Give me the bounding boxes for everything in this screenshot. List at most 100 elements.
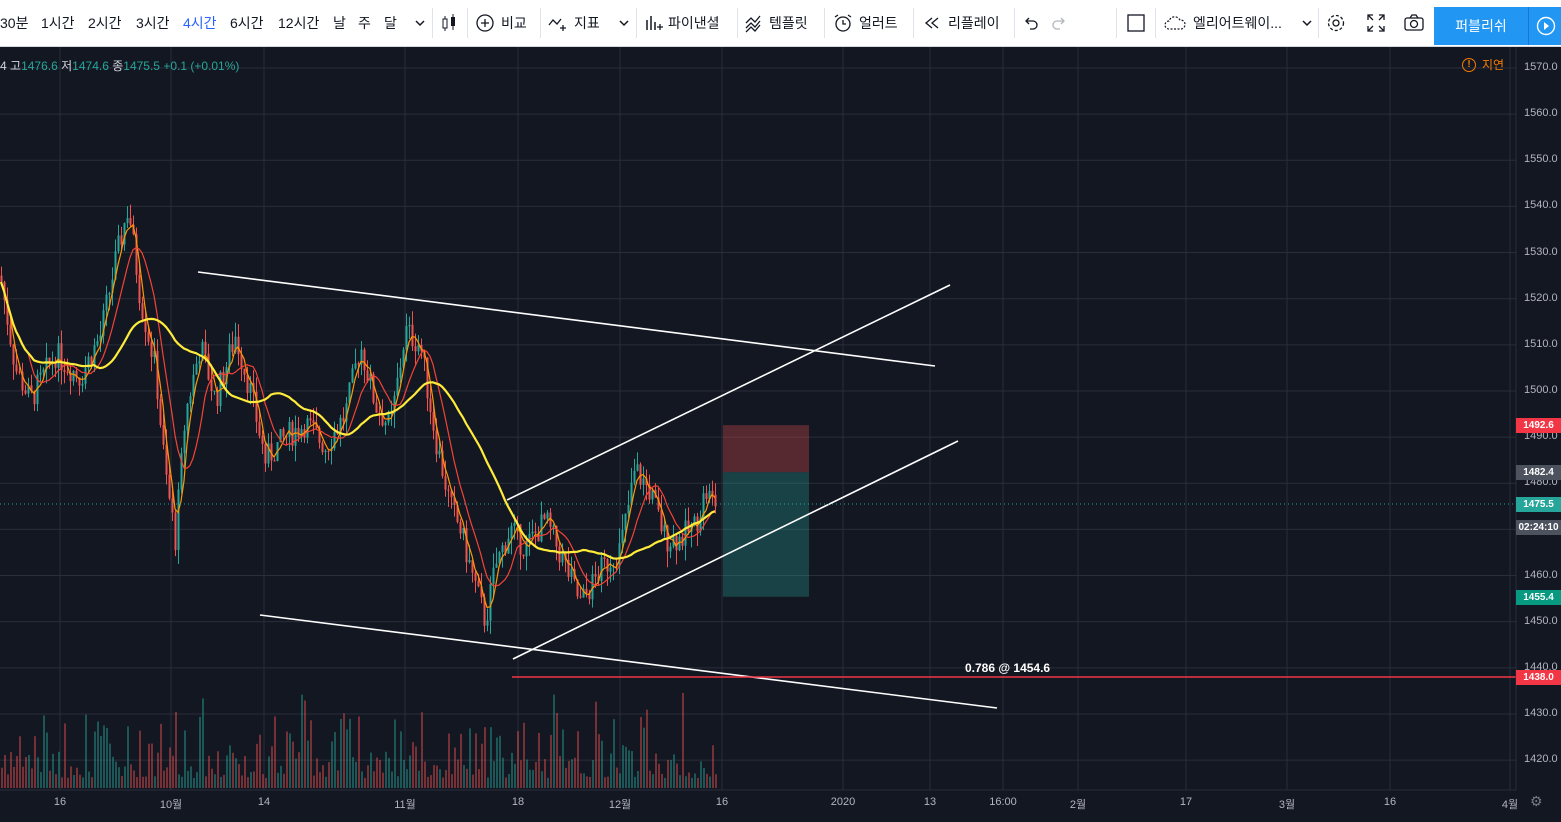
price-axis-label: 1475.5 bbox=[1516, 497, 1561, 513]
volume-bar bbox=[697, 777, 699, 788]
interval-week[interactable]: 주 bbox=[358, 0, 371, 46]
candle-body bbox=[474, 572, 477, 581]
financials-button[interactable]: 파이낸셜 bbox=[644, 0, 720, 46]
volume-bar bbox=[226, 755, 228, 788]
volume-bar bbox=[583, 773, 585, 788]
volume-bar bbox=[52, 753, 54, 788]
interval-dropdown[interactable] bbox=[410, 0, 430, 46]
volume-bar bbox=[319, 772, 321, 788]
volume-bar bbox=[457, 759, 459, 788]
candle-body bbox=[519, 524, 522, 555]
rewind-icon bbox=[922, 13, 942, 33]
candle-body bbox=[624, 513, 627, 530]
select-all-button[interactable] bbox=[1126, 0, 1146, 46]
time-tick: 16 bbox=[53, 796, 67, 808]
volume-bar bbox=[499, 735, 501, 788]
publish-button[interactable]: 퍼블리쉬 bbox=[1434, 7, 1528, 45]
volume-bar bbox=[157, 752, 159, 788]
volume-bar bbox=[262, 774, 264, 788]
candle-body bbox=[513, 523, 516, 526]
axis-settings-gear-icon[interactable]: ⚙ bbox=[1530, 793, 1543, 809]
candle-body bbox=[639, 464, 642, 485]
chevron-down-icon bbox=[614, 13, 634, 33]
volume-bar bbox=[235, 758, 237, 788]
interval-3h[interactable]: 3시간 bbox=[136, 0, 170, 46]
interval-month[interactable]: 달 bbox=[384, 0, 397, 46]
interval-6h[interactable]: 6시간 bbox=[230, 0, 264, 46]
volume-bar bbox=[118, 767, 120, 788]
interval-4h[interactable]: 4시간 bbox=[183, 0, 217, 46]
fullscreen-button[interactable] bbox=[1366, 0, 1386, 46]
volume-bar bbox=[76, 767, 78, 788]
publish-play-button[interactable] bbox=[1528, 7, 1561, 45]
volume-bar bbox=[286, 731, 288, 788]
price-chart[interactable] bbox=[0, 47, 1561, 822]
volume-bar bbox=[631, 751, 633, 788]
candle-body bbox=[453, 497, 456, 505]
candle-body bbox=[465, 528, 468, 563]
legend-close-label: 종 bbox=[112, 59, 124, 73]
interval-1h[interactable]: 1시간 bbox=[41, 0, 75, 46]
volume-bar bbox=[685, 776, 687, 788]
candle-body bbox=[288, 421, 291, 437]
volume-bar bbox=[412, 742, 414, 788]
volume-bar bbox=[469, 728, 471, 788]
interval-30m[interactable]: 30분 bbox=[0, 0, 28, 46]
volume-bar bbox=[370, 752, 372, 788]
snapshot-button[interactable] bbox=[1404, 0, 1424, 46]
volume-bar bbox=[421, 712, 423, 788]
candle-body bbox=[462, 528, 465, 534]
delay-indicator[interactable]: ! 지연 bbox=[1462, 56, 1504, 73]
settings-button[interactable] bbox=[1326, 0, 1346, 46]
volume-bar bbox=[322, 765, 324, 788]
replay-button[interactable]: 리플레이 bbox=[922, 0, 1000, 46]
volume-bar bbox=[490, 727, 492, 788]
volume-bar bbox=[250, 771, 252, 788]
chart-type-button[interactable] bbox=[439, 0, 459, 46]
candle-body bbox=[636, 464, 639, 471]
volume-bar bbox=[703, 767, 705, 788]
candle-body bbox=[546, 512, 549, 519]
alert-button[interactable]: 얼러트 bbox=[833, 0, 898, 46]
redo-button[interactable] bbox=[1049, 0, 1069, 46]
candle-body bbox=[123, 223, 126, 245]
replay-label: 리플레이 bbox=[948, 15, 1000, 31]
volume-bar bbox=[508, 774, 510, 788]
ma-slow-line bbox=[0, 281, 716, 560]
compare-button[interactable]: 비교 bbox=[475, 0, 527, 46]
layout-selector[interactable]: 엘리어트웨이... bbox=[1163, 0, 1282, 46]
candle-body bbox=[141, 303, 144, 319]
volume-bar bbox=[130, 764, 132, 788]
candle-body bbox=[498, 552, 501, 564]
volume-bar bbox=[283, 773, 285, 788]
price-tick: 1460.0 bbox=[1524, 568, 1558, 581]
interval-day[interactable]: 날 bbox=[333, 0, 346, 46]
interval-2h[interactable]: 2시간 bbox=[88, 0, 122, 46]
candle-body bbox=[558, 546, 561, 563]
candle-body bbox=[153, 350, 156, 357]
price-tick: 1520.0 bbox=[1524, 291, 1558, 304]
interval-12h[interactable]: 12시간 bbox=[278, 0, 319, 46]
indicators-button[interactable]: 지표 bbox=[548, 0, 600, 46]
undo-button[interactable] bbox=[1021, 0, 1041, 46]
templates-icon bbox=[745, 13, 765, 33]
volume-bar bbox=[529, 769, 531, 788]
candle-body bbox=[525, 541, 528, 557]
candle-body bbox=[102, 310, 105, 336]
templates-button[interactable]: 템플릿 bbox=[745, 0, 808, 46]
price-axis-label: 1482.4 bbox=[1516, 465, 1561, 481]
layout-dropdown[interactable] bbox=[1297, 0, 1317, 46]
volume-bar bbox=[205, 776, 207, 788]
volume-bar bbox=[712, 745, 714, 788]
indicators-dropdown[interactable] bbox=[614, 0, 634, 46]
chevron-down-icon bbox=[410, 13, 430, 33]
candle-body bbox=[642, 478, 645, 485]
volume-bar bbox=[547, 777, 549, 788]
volume-bar bbox=[271, 746, 273, 788]
candle-body bbox=[447, 489, 450, 491]
candle-body bbox=[651, 489, 654, 500]
volume-bar bbox=[289, 733, 291, 788]
volume-bar bbox=[451, 774, 453, 788]
candle-body bbox=[324, 450, 327, 453]
candle-body bbox=[99, 335, 102, 342]
